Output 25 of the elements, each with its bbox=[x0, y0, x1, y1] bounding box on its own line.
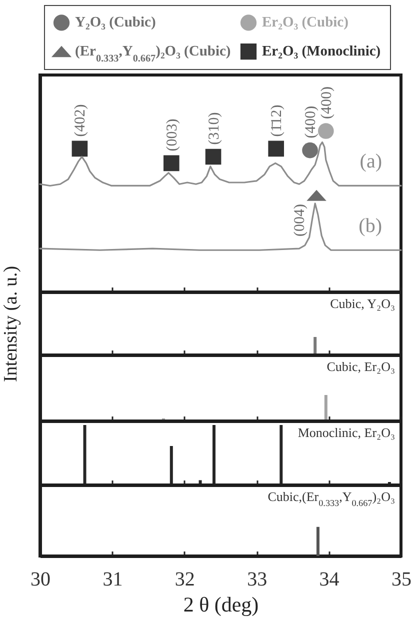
legend-label: Er₂O₃ (Monoclinic) bbox=[262, 44, 381, 60]
annotation: (1̄12) bbox=[269, 104, 286, 137]
annotation: (400) bbox=[303, 106, 320, 138]
annotation: (400) bbox=[318, 86, 335, 119]
y-axis-title: Intensity (a. u.) bbox=[0, 266, 22, 382]
x-tick-label: 31 bbox=[102, 568, 123, 590]
annotation: (310) bbox=[206, 112, 222, 145]
chart-title: Cubic, Er₂O₃ bbox=[326, 359, 395, 374]
x-tick-label: 35 bbox=[392, 568, 412, 590]
legend-label: Er₂O₃ (Cubic) bbox=[262, 14, 349, 31]
x-tick-label: 34 bbox=[319, 568, 340, 590]
legend-label: Y₂O₃ (Cubic) bbox=[75, 14, 156, 31]
x-axis-title: 2 θ (deg) bbox=[183, 592, 259, 616]
annotation: (003) bbox=[164, 118, 180, 152]
x-tick-label: 33 bbox=[247, 568, 268, 590]
chart-title: Monoclinic, Er₂O₃ bbox=[298, 425, 395, 440]
series-label: (a) bbox=[360, 150, 382, 173]
legend-label: (Er$_{0.333}$,Y$_{0.667}$)₂O₃ (Cubic) bbox=[75, 44, 231, 64]
chart-title: Cubic, Y₂O₃ bbox=[330, 296, 395, 311]
x-tick-label: 32 bbox=[174, 568, 195, 590]
series-label: (b) bbox=[358, 215, 382, 238]
annotation: (004) bbox=[292, 204, 308, 237]
chart-title: Cubic,(Er$_{0.333}$,Y$_{0.667}$)₂O₃ bbox=[268, 489, 395, 508]
x-tick-label: 30 bbox=[30, 568, 50, 590]
annotation: (402) bbox=[72, 104, 89, 137]
